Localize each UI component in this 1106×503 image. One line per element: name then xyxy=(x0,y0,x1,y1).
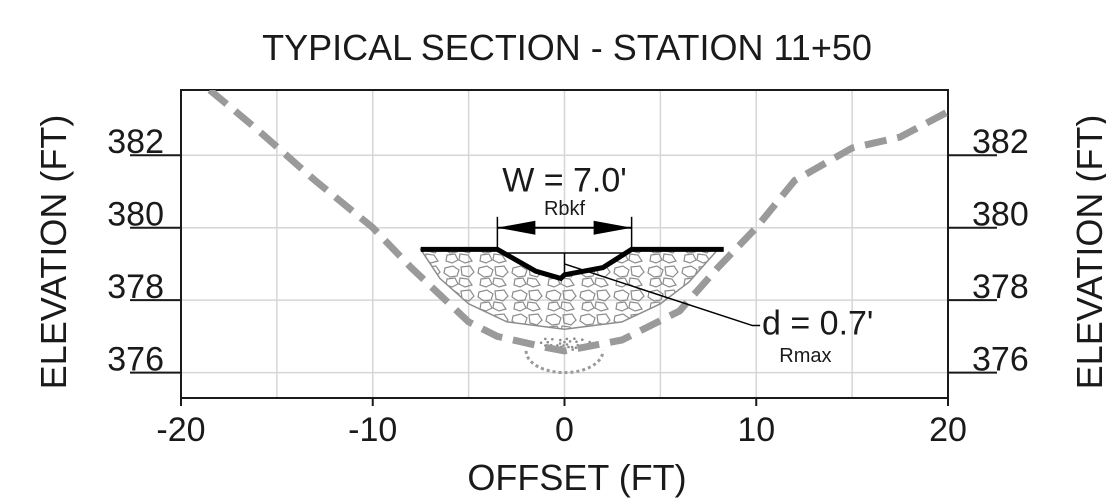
stipple-dot xyxy=(546,340,549,344)
y-tick-label-left: 382 xyxy=(107,123,164,161)
existing-ground-line xyxy=(207,90,948,355)
stipple-dot xyxy=(558,342,562,345)
y-tick-labels-right: 376 378 380 382 xyxy=(972,123,1029,378)
y-axis-label-left: ELEVATION (FT) xyxy=(33,115,74,390)
y-axis-label-right: ELEVATION (FT) xyxy=(1069,115,1106,390)
stipple-dot xyxy=(575,340,578,344)
width-annotation: W = 7.0' Rbkf xyxy=(496,161,633,250)
depth-subscript: Rmax xyxy=(779,345,831,367)
stipple-dot xyxy=(570,345,574,349)
width-arrow-right xyxy=(593,220,632,235)
stipple-dot xyxy=(573,337,576,341)
bedding-stipple xyxy=(539,337,591,351)
stipple-dot xyxy=(559,338,562,342)
width-label: W = 7.0' xyxy=(502,161,627,199)
stipple-dot xyxy=(574,346,578,350)
x-tick-labels: -20 -10 0 10 20 xyxy=(156,411,966,449)
stipple-dot xyxy=(568,340,572,343)
stipple-dot xyxy=(562,344,565,347)
y-tick-label-right: 380 xyxy=(972,196,1029,234)
y-tick-label-left: 378 xyxy=(107,268,164,306)
depth-label: d = 0.7' xyxy=(762,305,873,343)
y-tick-label-right: 382 xyxy=(972,123,1029,161)
depth-annotation: d = 0.7' Rmax xyxy=(501,252,873,367)
stipple-dot xyxy=(565,337,569,341)
stipple-dot xyxy=(581,338,584,342)
stipple-dot xyxy=(565,343,569,346)
depth-leader-line xyxy=(564,263,761,327)
x-tick-label: 20 xyxy=(929,411,967,449)
y-tick-label-right: 376 xyxy=(972,341,1029,379)
y-tick-label-right: 378 xyxy=(972,268,1029,306)
stipple-dot xyxy=(544,337,547,341)
width-subscript: Rbkf xyxy=(544,198,586,220)
y-tick-labels-left: 376 378 380 382 xyxy=(107,123,164,378)
stipple-dot xyxy=(567,345,570,349)
y-tick-label-left: 376 xyxy=(107,341,164,379)
stipple-dot xyxy=(551,337,554,341)
stipple-dot xyxy=(539,341,543,345)
stipple-dot xyxy=(571,348,574,351)
width-arrow-left xyxy=(497,220,536,235)
bedding-pocket xyxy=(524,350,605,375)
x-axis-label: OFFSET (FT) xyxy=(467,457,686,498)
x-tick-label: -10 xyxy=(348,411,397,449)
chart-title: TYPICAL SECTION - STATION 11+50 xyxy=(262,27,872,68)
axis-ticks xyxy=(130,154,997,406)
x-tick-label: 10 xyxy=(737,411,775,449)
x-tick-label: 0 xyxy=(555,411,574,449)
y-tick-label-left: 380 xyxy=(107,196,164,234)
stipple-dot xyxy=(563,340,566,344)
x-tick-label: -20 xyxy=(156,411,205,449)
